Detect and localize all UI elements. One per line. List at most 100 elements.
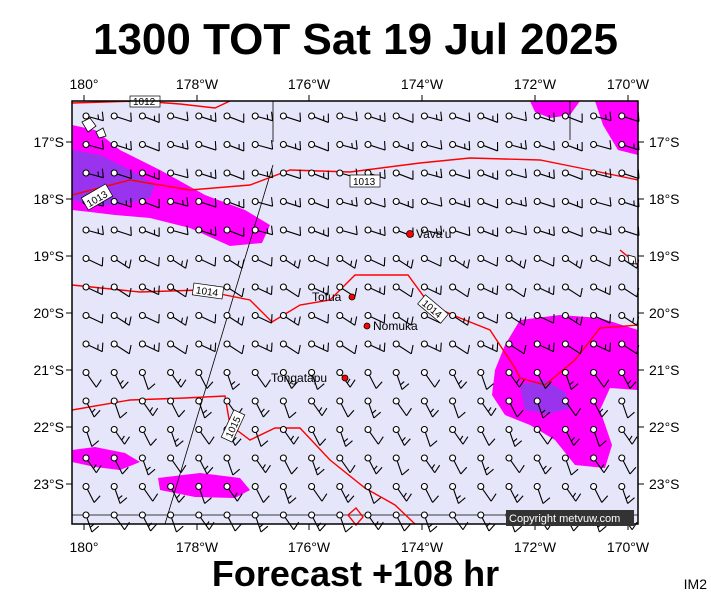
wind-barb-staff: [172, 259, 186, 269]
wind-barb: [82, 225, 104, 236]
wind-barb-staff: [257, 287, 272, 296]
wind-barb-station: [167, 482, 175, 491]
wind-barb-station: [505, 397, 513, 405]
wind-barb-station: [279, 368, 287, 377]
wind-barb-station: [420, 368, 428, 377]
wind-barb-feather: [297, 344, 301, 354]
wind-barb-station: [167, 368, 175, 377]
wind-barb-feather: [270, 285, 273, 295]
wind-barb-station: [279, 283, 287, 291]
wind-barb: [308, 226, 329, 237]
wind-barb-feather: [147, 383, 156, 390]
wind-barb-staff: [453, 403, 459, 419]
wind-barb-station: [561, 140, 569, 149]
wind-barb: [618, 340, 640, 355]
wind-barb-feather: [609, 342, 611, 352]
rain-areas: [72, 101, 638, 498]
wind-barb-staff: [511, 201, 527, 207]
wind-barb-feather: [130, 169, 132, 179]
wind-barb-station: [533, 140, 541, 149]
wind-barb-station: [477, 397, 485, 405]
wind-barb: [279, 283, 301, 298]
wind-barb: [590, 340, 611, 353]
wind-barb: [590, 482, 609, 503]
wind-barb-station: [477, 254, 485, 263]
wind-barb-feather: [488, 438, 496, 446]
isobar-label-4: 1014: [195, 285, 219, 299]
wind-barb-staff: [368, 460, 377, 475]
place-markers: Vava'u Tofua Nomuka Tongatapu: [271, 227, 451, 385]
wind-barb: [477, 283, 499, 296]
wind-barb-feather: [150, 438, 157, 446]
wind-barb-station: [533, 254, 541, 263]
wind-barb: [110, 425, 130, 445]
wind-barb: [251, 397, 270, 418]
wind-barb-staff: [314, 202, 329, 209]
wind-barb: [308, 140, 329, 152]
wind-barb-half-feather: [180, 260, 184, 266]
wind-barb-staff: [624, 201, 640, 208]
wind-barb: [420, 140, 443, 150]
wind-barb-feather: [629, 466, 637, 475]
wind-barb-half-feather: [435, 228, 438, 234]
wind-barb-staff: [314, 230, 329, 237]
wind-barb-station: [138, 311, 146, 320]
wind-barb-staff: [511, 345, 525, 355]
wind-barb-half-feather: [456, 495, 461, 500]
wind-barb-staff: [201, 116, 217, 123]
wind-barb-half-feather: [575, 260, 578, 266]
wind-barb: [251, 340, 273, 353]
wind-barb-feather: [601, 409, 609, 418]
wind-barb-feather: [579, 259, 583, 269]
wind-barb: [477, 425, 496, 446]
lat-label-right-19s: 19°S: [649, 248, 680, 264]
wind-barb-staff: [145, 230, 160, 237]
wind-barb-feather: [299, 141, 302, 151]
wind-barb-staff: [567, 345, 581, 355]
wind-barb-staff: [116, 316, 130, 326]
wind-barb-station: [110, 226, 118, 234]
wind-barb-station: [477, 425, 485, 434]
wind-barb-feather: [95, 464, 102, 474]
wind-barb: [449, 140, 471, 151]
wind-barb-station: [533, 368, 541, 377]
wind-barb-feather: [434, 464, 441, 474]
wind-barb-station: [110, 140, 118, 149]
wind-barb-half-feather: [572, 492, 577, 498]
wind-barb-station: [336, 511, 344, 519]
wind-barb-staff: [285, 345, 299, 355]
wind-barb-staff: [88, 316, 103, 324]
wind-barb-staff: [455, 201, 470, 208]
wind-barb-station: [138, 397, 146, 405]
wind-barb-staff: [171, 460, 182, 474]
wind-barb-staff: [201, 344, 216, 353]
wind-barb: [505, 254, 527, 269]
wind-barb-staff: [143, 431, 152, 446]
wind-barb-station: [138, 283, 146, 291]
wind-barb: [364, 197, 386, 208]
wind-barb-half-feather: [318, 407, 323, 412]
wind-barb: [195, 226, 217, 237]
wind-barb-staff: [509, 403, 518, 418]
wind-barb-station: [195, 226, 203, 234]
wind-barb: [110, 254, 132, 269]
wind-barb-staff: [427, 230, 442, 236]
wind-barb-feather: [101, 342, 104, 352]
wind-barb: [110, 169, 132, 180]
wind-barb-station: [477, 169, 485, 177]
wind-barb-station: [392, 425, 400, 434]
wind-barb-feather: [101, 111, 104, 121]
wind-barb-station: [82, 397, 90, 405]
wind-barb-feather: [271, 197, 274, 207]
wind-barb-half-feather: [293, 260, 296, 266]
wind-barb-station: [477, 511, 485, 519]
rain-area-northeast: [530, 101, 638, 155]
wind-barb-station: [223, 397, 231, 405]
wind-barb-station: [138, 112, 146, 120]
wind-barb-staff: [314, 344, 329, 353]
wind-barb-staff: [115, 374, 123, 389]
wind-barb-feather: [178, 409, 186, 418]
wind-barb-half-feather: [600, 464, 605, 469]
wind-barb: [251, 225, 274, 236]
lon-label-bottom-172w: 172°W: [514, 539, 557, 555]
